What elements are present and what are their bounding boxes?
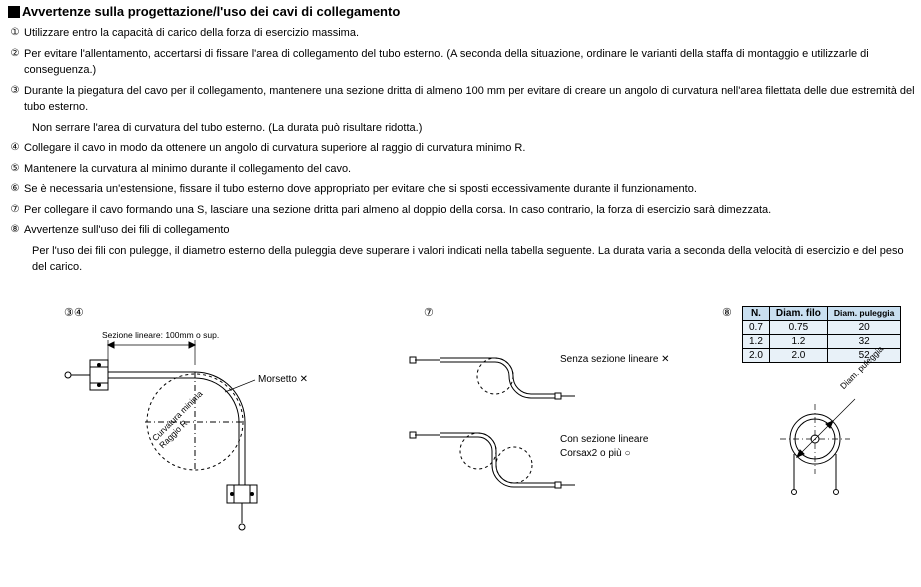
num-7 <box>8 202 22 217</box>
title-marker <box>8 6 20 18</box>
num-1 <box>8 25 22 40</box>
diag34-label: ③④ <box>64 306 84 319</box>
item-3b-text: Non serrare l'area di curvatura del tubo… <box>32 120 921 137</box>
item-1: Utilizzare entro la capacità di carico d… <box>8 25 921 42</box>
diag34-svg <box>60 320 300 550</box>
item-5: Mantenere la curvatura al minimo durante… <box>8 161 921 178</box>
diag34-sezione: Sezione lineare: 100mm o sup. <box>102 330 219 340</box>
c20: 2.0 <box>743 348 770 362</box>
diag7-svg <box>400 320 680 540</box>
th-filo: Diam. filo <box>769 306 827 320</box>
diag34-morsetto: Morsetto ✕ <box>258 374 308 385</box>
num-6 <box>8 181 22 196</box>
title-row: Avvertenze sulla progettazione/l'uso dei… <box>8 4 921 19</box>
diagrams-row: ③④ <box>0 306 921 566</box>
num-8 <box>8 222 22 237</box>
item-8: Avvertenze sull'uso dei fili di collegam… <box>8 222 921 239</box>
item-8b-text: Per l'uso dei fili con pulegge, il diame… <box>32 243 921 276</box>
th-puleggia: Diam. puleggia <box>827 306 900 320</box>
th-n: N. <box>743 306 770 320</box>
c00: 0.7 <box>743 320 770 334</box>
item-3: Durante la piegatura del cavo per il col… <box>8 83 921 116</box>
item-1-text: Utilizzare entro la capacità di carico d… <box>24 25 921 42</box>
item-6: Se è necessaria un'estensione, fissare i… <box>8 181 921 198</box>
diag8-label: ⑧ <box>722 306 732 319</box>
num-5 <box>8 161 22 176</box>
item-7-text: Per collegare il cavo formando una S, la… <box>24 202 921 219</box>
c01: 0.75 <box>769 320 827 334</box>
diag8-svg <box>760 384 900 504</box>
c10: 1.2 <box>743 334 770 348</box>
item-5-text: Mantenere la curvatura al minimo durante… <box>24 161 921 178</box>
diag7-con2: Corsax2 o più ○ <box>560 448 631 459</box>
row-0: 0.7 0.75 20 <box>743 320 901 334</box>
item-7: Per collegare il cavo formando una S, la… <box>8 202 921 219</box>
instructions-list: Utilizzare entro la capacità di carico d… <box>8 25 921 276</box>
page-title: Avvertenze sulla progettazione/l'uso dei… <box>22 4 400 19</box>
item-2-text: Per evitare l'allentamento, accertarsi d… <box>24 46 921 79</box>
c21: 2.0 <box>769 348 827 362</box>
item-3-text: Durante la piegatura del cavo per il col… <box>24 83 921 116</box>
num-4 <box>8 140 22 155</box>
item-2: Per evitare l'allentamento, accertarsi d… <box>8 46 921 79</box>
num-2 <box>8 46 22 61</box>
num-3 <box>8 83 22 98</box>
diag7-con1: Con sezione lineare <box>560 434 648 445</box>
c12: 32 <box>827 334 900 348</box>
item-4: Collegare il cavo in modo da ottenere un… <box>8 140 921 157</box>
item-4-text: Collegare il cavo in modo da ottenere un… <box>24 140 921 157</box>
c02: 20 <box>827 320 900 334</box>
item-8-text: Avvertenze sull'uso dei fili di collegam… <box>24 222 921 239</box>
diag7-senza: Senza sezione lineare ✕ <box>560 354 670 365</box>
diag7-label: ⑦ <box>424 306 434 319</box>
c11: 1.2 <box>769 334 827 348</box>
item-6-text: Se è necessaria un'estensione, fissare i… <box>24 181 921 198</box>
